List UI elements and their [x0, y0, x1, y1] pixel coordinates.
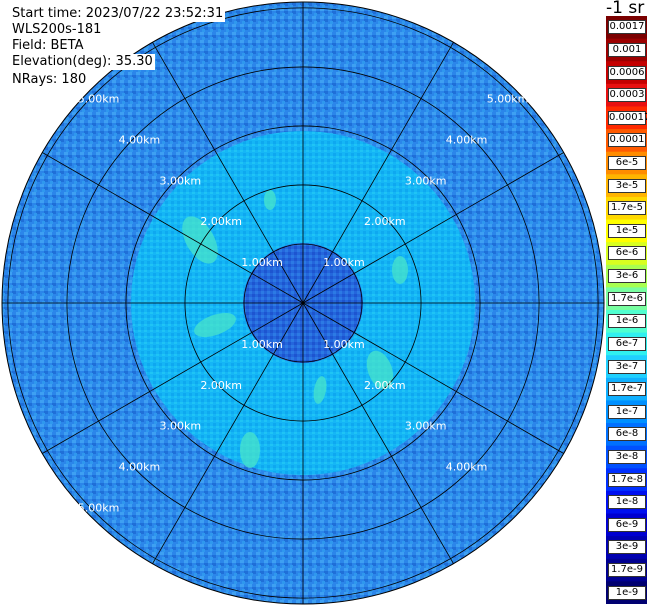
- colorbar-tick-label: 3e-7: [608, 359, 646, 374]
- range-ring-label: 1.00km: [241, 256, 283, 269]
- range-ring-label: 5.00km: [78, 501, 120, 514]
- range-ring-label: 3.00km: [405, 420, 447, 433]
- high-backscatter-patches: [182, 190, 408, 468]
- backscatter-patch: [392, 256, 408, 284]
- colorbar-tick-label: 3e-5: [608, 178, 646, 193]
- backscatter-patch: [264, 190, 276, 210]
- range-ring-label: 5.00km: [487, 93, 529, 106]
- range-ring-label: 4.00km: [119, 133, 161, 146]
- colorbar-tick-label: 0.00017: [608, 110, 647, 125]
- range-ring-label: 4.00km: [119, 461, 161, 474]
- colorbar-tick-label: 6e-6: [608, 246, 646, 261]
- colorbar-tick-label: 6e-5: [608, 156, 646, 170]
- start-time-label: Start time: 2023/07/22 23:52:31: [10, 6, 226, 22]
- colorbar-tick-label: 1.7e-6: [608, 291, 646, 306]
- colorbar-tick-label: 0.001: [608, 42, 646, 57]
- range-ring-label: 2.00km: [364, 215, 406, 228]
- colorbar-tick-label: 1.7e-8: [608, 472, 646, 487]
- azimuth-spoke: [302, 42, 454, 304]
- colorbar-tick-label: 1.7e-9: [608, 563, 646, 578]
- colorbar-tick-label: 3e-9: [608, 540, 646, 555]
- range-ring-label: 4.00km: [446, 461, 488, 474]
- field-label: Field: BETA: [10, 38, 86, 54]
- colorbar-title: -1 sr: [606, 0, 645, 18]
- colorbar-tick-label: 6e-8: [608, 427, 646, 442]
- colorbar-tick-label: 3e-8: [608, 450, 646, 464]
- nrays-label: NRays: 180: [10, 72, 89, 88]
- colorbar-tick-label: 1e-8: [608, 495, 646, 510]
- azimuth-spoke: [302, 302, 564, 454]
- colorbar-tick-label: 6e-9: [608, 517, 646, 532]
- azimuth-spoke: [152, 302, 304, 564]
- range-ring-label: 3.00km: [160, 174, 202, 187]
- range-ring-label: 2.00km: [200, 379, 242, 392]
- azimuth-spoke: [302, 302, 454, 564]
- backscatter-patch: [366, 350, 394, 390]
- colorbar-tick-label: 0.0017: [608, 20, 646, 35]
- elevation-label: Elevation(deg): 35.30: [10, 54, 155, 70]
- azimuth-spokes: [2, 2, 604, 604]
- colorbar-tick-label: 0.0006: [608, 65, 646, 80]
- colorbar-tick-label: 1e-5: [608, 223, 646, 238]
- range-ring-label: 3.00km: [160, 420, 202, 433]
- colorbar-tick-label: 1e-6: [608, 314, 646, 329]
- azimuth-spoke: [42, 152, 304, 304]
- range-ring-label: 1.00km: [323, 338, 365, 351]
- colorbar: [606, 16, 647, 604]
- range-ring-label: 5.00km: [78, 93, 120, 106]
- backscatter-patch: [313, 376, 327, 404]
- colorbar-tick-label: 1e-9: [608, 585, 646, 600]
- range-ring-label: 4.00km: [446, 133, 488, 146]
- range-ring-label: 3.00km: [405, 174, 447, 187]
- backscatter-patch: [182, 216, 218, 264]
- colorbar-tick-label: 0.0001: [608, 133, 646, 148]
- colorbar-tick-label: 3e-6: [608, 269, 646, 284]
- colorbar-tick-label: 0.0003: [608, 88, 646, 103]
- range-ring-label: 2.00km: [200, 215, 242, 228]
- instrument-label: WLS200s-181: [10, 22, 104, 38]
- colorbar-tick-label: 1e-7: [608, 404, 646, 419]
- backscatter-patch: [194, 312, 236, 338]
- range-ring-label: 2.00km: [364, 379, 406, 392]
- range-ring-labels: 1.00km 1.00km 1.00km 1.00km 2.00km 2.00km 2.00…: [78, 93, 529, 515]
- range-ring-label: 1.00km: [323, 256, 365, 269]
- colorbar-tick-label: 6e-7: [608, 336, 646, 351]
- azimuth-spoke: [302, 152, 564, 304]
- azimuth-spoke: [42, 302, 304, 454]
- azimuth-spoke: [152, 42, 304, 304]
- backscatter-patch: [240, 432, 260, 468]
- colorbar-tick-label: 1.7e-7: [608, 382, 646, 397]
- range-ring-label: 1.00km: [241, 338, 283, 351]
- colorbar-tick-label: 1.7e-5: [608, 201, 646, 216]
